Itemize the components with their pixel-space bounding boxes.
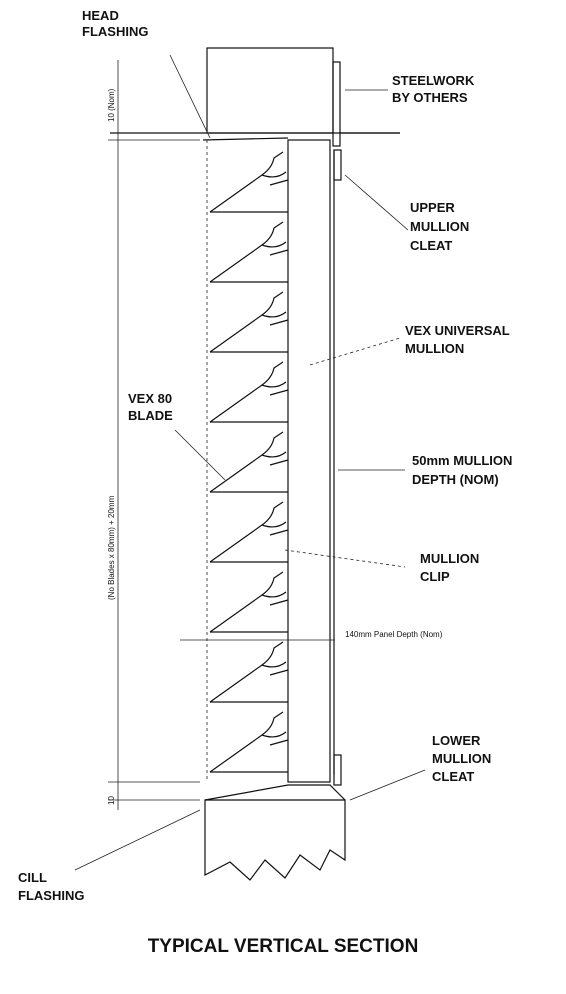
label: STEELWORK BY OTHERS [392, 73, 475, 105]
dimension-label: (No Blades x 80mm) + 20mm [107, 495, 116, 600]
structure [74, 47, 426, 881]
labels: HEAD FLASHING STEELWORK BY OTHERS UPPER MUL… [18, 8, 512, 957]
dimension-label: 10 (Nom) [107, 88, 116, 122]
leader [284, 549, 406, 568]
label: UPPER MULLION CLEAT [410, 200, 469, 253]
label: LOWER MULLION CLEAT [432, 733, 491, 784]
blade [209, 641, 289, 703]
blade [209, 361, 289, 423]
dimension-label: 140mm Panel Depth (Nom) [345, 630, 443, 639]
blade [209, 501, 289, 563]
mullion [287, 139, 331, 783]
blade [209, 221, 289, 283]
leader [349, 769, 426, 801]
cill-flashing [204, 784, 346, 801]
cill-block [204, 799, 346, 881]
blade [209, 291, 289, 353]
label: VEX UNIVERSAL MULLION [405, 323, 510, 356]
head-flashing [202, 137, 289, 141]
label: 50mm MULLION DEPTH (NOM) [412, 453, 512, 487]
steelwork [332, 61, 341, 147]
leader [174, 429, 226, 481]
head-block [206, 47, 334, 134]
label: VEX 80 BLADE [128, 391, 173, 423]
upper-cleat [333, 149, 342, 181]
blade [209, 571, 289, 633]
leader [309, 337, 401, 366]
blade [209, 151, 289, 213]
label: MULLION CLIP [420, 551, 479, 584]
blade [209, 711, 289, 773]
label: HEAD FLASHING [82, 8, 148, 39]
blade [209, 431, 289, 493]
title: TYPICAL VERTICAL SECTION [148, 936, 419, 957]
label: CILL FLASHING [18, 870, 84, 903]
leader [344, 174, 409, 231]
lower-cleat [333, 754, 342, 786]
leader [169, 54, 211, 139]
dimension-label: 10 [107, 796, 116, 805]
blades [209, 151, 289, 773]
leader [74, 809, 201, 871]
